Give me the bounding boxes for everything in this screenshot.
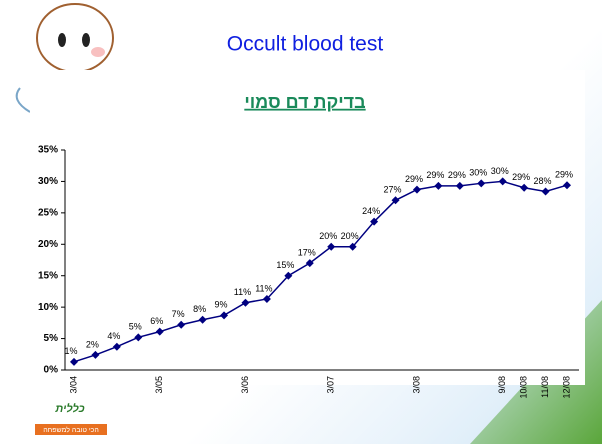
chart-subtitle: בדיקת דם סמוי [244,92,365,112]
chart: Occult blood test בדיקת דם סמוי כללית הכ… [0,0,602,444]
x-tick-label: 9/08 [497,376,507,394]
slide: Occult blood test בדיקת דם סמוי כללית הכ… [0,0,602,444]
x-tick-label: 3/08 [411,376,421,394]
y-tick-label: 5% [44,333,59,344]
x-tick-label: 11/08 [540,376,550,398]
data-label: 20% [341,231,359,241]
data-label: 2% [86,339,99,349]
data-label: 29% [512,172,530,182]
data-label: 30% [469,168,487,178]
y-tick-label: 35% [38,145,58,156]
x-tick-label: 3/06 [240,376,250,394]
data-label: 29% [555,170,573,180]
data-label: 30% [491,166,509,176]
x-tick-label: 10/08 [519,376,529,399]
x-tick-label: 12/08 [561,376,571,399]
data-label: 29% [448,170,466,180]
y-tick-label: 10% [38,302,58,313]
data-label: 7% [172,309,185,319]
data-label: 5% [129,322,142,332]
y-tick-label: 25% [38,207,58,218]
data-label: 15% [276,260,294,270]
x-tick-label: 3/04 [68,376,78,394]
data-label: 20% [319,231,337,241]
logo: כללית הכי טובה למשפחה [35,402,107,435]
logo-slogan: הכי טובה למשפחה [43,426,99,434]
data-label: 29% [426,170,444,180]
logo-name: כללית [54,402,84,415]
x-tick-label: 3/05 [154,376,164,394]
data-label: 17% [298,248,316,258]
data-label: 6% [150,316,163,326]
y-tick-label: 15% [38,270,58,281]
data-label: 24% [362,206,380,216]
data-label: 4% [107,331,120,341]
data-label: 27% [384,185,402,195]
data-label: 11% [234,287,251,297]
data-label: 8% [193,304,206,314]
chart-title: Occult blood test [227,33,384,56]
data-label: 29% [405,174,423,184]
data-label: 1% [64,346,77,356]
data-label: 9% [215,300,228,310]
data-label: 11% [255,283,272,293]
x-tick-label: 3/07 [326,376,336,394]
y-tick-label: 0% [44,365,59,376]
y-tick-label: 30% [38,176,58,187]
y-tick-label: 20% [38,239,58,250]
data-label: 28% [534,176,552,186]
